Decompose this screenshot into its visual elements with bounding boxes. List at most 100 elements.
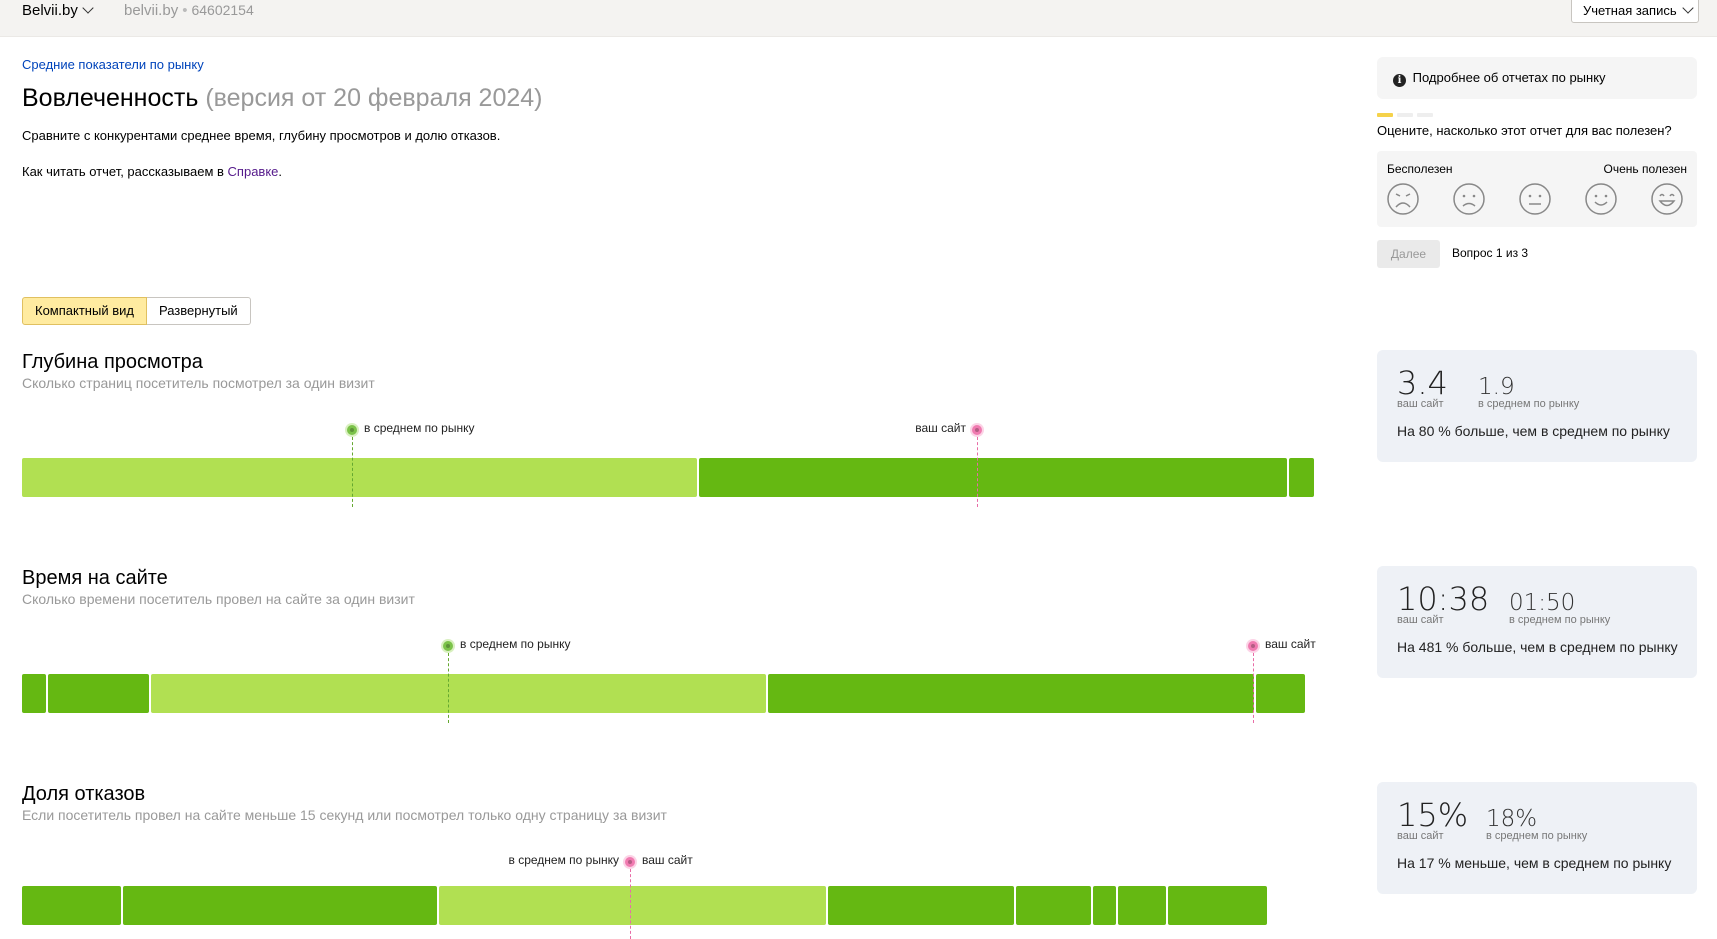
compact-view-button[interactable]: Компактный вид bbox=[22, 297, 147, 325]
market-value-label: в среднем по рынку bbox=[1486, 830, 1588, 842]
stat-card-time: 10:38 ваш сайт 01:50 в среднем по рынку … bbox=[1377, 566, 1697, 678]
rating-high-label: Очень полезен bbox=[1603, 162, 1687, 176]
comparison-text: На 80 % больше, чем в среднем по рынку bbox=[1397, 423, 1670, 439]
site-value-label: ваш сайт bbox=[1397, 614, 1444, 626]
bar-segment[interactable] bbox=[828, 886, 1014, 925]
sad-face-icon[interactable] bbox=[1453, 183, 1485, 215]
metric-title-depth: Глубина просмотра bbox=[22, 351, 203, 373]
market-value-label: в среднем по рынку bbox=[1478, 398, 1580, 410]
metric-title-bounce: Доля отказов bbox=[22, 783, 146, 805]
info-label: Подробнее об отчетах по рынку bbox=[1412, 70, 1606, 85]
market-marker-dot bbox=[443, 641, 453, 651]
help-prefix: Как читать отчет, рассказываем в bbox=[22, 164, 228, 179]
market-value: 1.9 bbox=[1478, 374, 1515, 400]
market-marker-label: в среднем по рынку bbox=[364, 421, 475, 435]
page-version: (версия от 20 февраля 2024) bbox=[205, 84, 543, 112]
bar-segment[interactable] bbox=[1016, 886, 1091, 925]
site-switcher[interactable]: Belvii.by bbox=[22, 2, 94, 19]
bar-segment[interactable] bbox=[22, 886, 121, 925]
counter-id: 64602154 bbox=[191, 2, 254, 18]
help-suffix: . bbox=[278, 164, 283, 179]
market-value: 01:50 bbox=[1509, 590, 1576, 616]
comparison-text: На 17 % меньше, чем в среднем по рынку bbox=[1397, 855, 1672, 871]
help-link[interactable]: Справке bbox=[227, 164, 279, 179]
chevron-down-icon bbox=[1681, 2, 1694, 14]
metric-subtitle-bounce: Если посетитель провел на сайте меньше 1… bbox=[22, 807, 667, 823]
market-value: 18% bbox=[1486, 806, 1538, 832]
bar-segment[interactable] bbox=[123, 886, 437, 925]
market-marker-line bbox=[448, 653, 449, 723]
breadcrumb-link[interactable]: Средние показатели по рынку bbox=[22, 57, 204, 72]
market-value-label: в среднем по рынку bbox=[1509, 614, 1611, 626]
bar-segment[interactable] bbox=[699, 458, 1287, 497]
counter-domain: belvii.by bbox=[124, 2, 179, 19]
bar-segment[interactable] bbox=[1118, 886, 1166, 925]
expanded-view-button[interactable]: Развернутый bbox=[146, 297, 251, 325]
top-bar: Belvii.by belvii.by • 64602154 Учетная зап… bbox=[0, 0, 1717, 37]
site-value: 3.4 bbox=[1397, 364, 1448, 402]
bar-segment[interactable] bbox=[439, 886, 826, 925]
distribution-bar-time bbox=[22, 674, 1322, 713]
progress-step bbox=[1377, 113, 1393, 117]
site-marker-dot bbox=[972, 425, 982, 435]
progress-step bbox=[1397, 113, 1413, 117]
big-smile-face-icon[interactable] bbox=[1651, 183, 1683, 215]
bar-segment[interactable] bbox=[151, 674, 766, 713]
site-value: 10:38 bbox=[1397, 580, 1490, 618]
metric-subtitle-depth: Сколько страниц посетитель посмотрел за … bbox=[22, 375, 375, 391]
bar-segment[interactable] bbox=[768, 674, 1254, 713]
distribution-bar-depth bbox=[22, 458, 1322, 497]
very-sad-face-icon[interactable] bbox=[1387, 183, 1419, 215]
bar-segment[interactable] bbox=[1289, 458, 1314, 497]
bar-segment[interactable] bbox=[48, 674, 149, 713]
site-value: 15% bbox=[1397, 796, 1469, 834]
bar-segment[interactable] bbox=[22, 458, 697, 497]
account-button[interactable]: Учетная запись bbox=[1571, 0, 1699, 23]
question-count: Вопрос 1 из 3 bbox=[1452, 246, 1529, 260]
bar-segment[interactable] bbox=[1093, 886, 1116, 925]
market-marker-line bbox=[352, 437, 353, 507]
market-reports-info[interactable]: i Подробнее об отчетах по рынку bbox=[1377, 57, 1697, 99]
stat-card-bounce: 15% ваш сайт 18% в среднем по рынку На 1… bbox=[1377, 782, 1697, 894]
page-description: Сравните с конкурентами среднее время, г… bbox=[22, 128, 501, 143]
page-title-text: Вовлеченность bbox=[22, 84, 199, 112]
info-icon: i bbox=[1393, 74, 1406, 87]
counter-separator: • bbox=[182, 2, 188, 19]
view-toggle: Компактный вид Развернутый bbox=[22, 297, 251, 325]
metric-title-time: Время на сайте bbox=[22, 567, 168, 589]
site-value-label: ваш сайт bbox=[1397, 398, 1444, 410]
bar-segment[interactable] bbox=[22, 674, 46, 713]
smile-face-icon[interactable] bbox=[1585, 183, 1617, 215]
neutral-face-icon[interactable] bbox=[1519, 183, 1551, 215]
survey-question: Оцените, насколько этот отчет для вас по… bbox=[1377, 123, 1672, 138]
rating-low-label: Бесполезен bbox=[1387, 162, 1453, 176]
site-marker-dot bbox=[625, 857, 635, 867]
account-label: Учетная запись bbox=[1583, 3, 1677, 18]
market-marker-dot bbox=[347, 425, 357, 435]
site-marker-label: ваш сайт bbox=[642, 853, 693, 867]
help-text: Как читать отчет, рассказываем в Справке… bbox=[22, 164, 282, 179]
survey-progress bbox=[1377, 113, 1433, 117]
site-marker-line bbox=[977, 437, 978, 507]
bar-segment[interactable] bbox=[1256, 674, 1305, 713]
progress-step bbox=[1417, 113, 1433, 117]
metric-subtitle-time: Сколько времени посетитель провел на сай… bbox=[22, 591, 415, 607]
stat-card-depth: 3.4 ваш сайт 1.9 в среднем по рынку На 8… bbox=[1377, 350, 1697, 462]
site-marker-label: ваш сайт bbox=[915, 421, 966, 435]
market-marker-label: в среднем по рынку bbox=[508, 853, 620, 867]
chevron-down-icon bbox=[82, 2, 94, 14]
site-marker-dot bbox=[1248, 641, 1258, 651]
next-button[interactable]: Далее bbox=[1377, 240, 1440, 268]
site-marker-line bbox=[1253, 653, 1254, 723]
market-marker-label: в среднем по рынку bbox=[460, 637, 571, 651]
distribution-bar-bounce bbox=[22, 886, 1322, 925]
site-value-label: ваш сайт bbox=[1397, 830, 1444, 842]
site-name: Belvii.by bbox=[22, 2, 78, 19]
site-marker-line bbox=[630, 869, 631, 939]
page-title: Вовлеченность (версия от 20 февраля 2024… bbox=[22, 84, 543, 113]
rating-box: Бесполезен Очень полезен bbox=[1377, 151, 1697, 227]
site-marker-label: ваш сайт bbox=[1265, 637, 1316, 651]
counter-info: belvii.by • 64602154 bbox=[124, 2, 254, 19]
comparison-text: На 481 % больше, чем в среднем по рынку bbox=[1397, 639, 1678, 655]
bar-segment[interactable] bbox=[1168, 886, 1267, 925]
